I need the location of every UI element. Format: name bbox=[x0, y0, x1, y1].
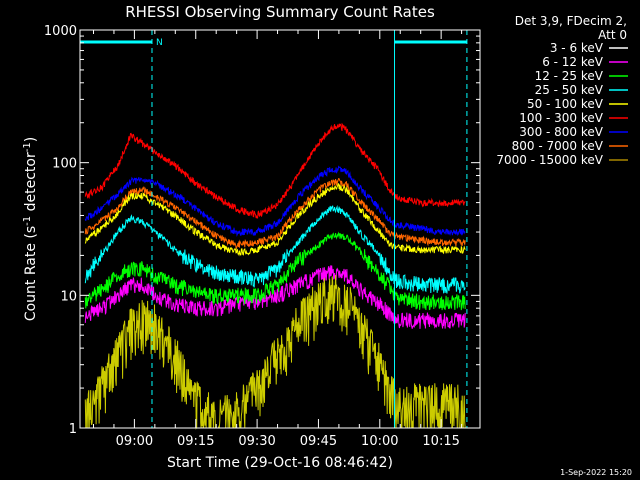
legend-entry: 6 - 12 keV bbox=[542, 55, 628, 69]
series-line-50-100-kev bbox=[84, 122, 466, 219]
legend-header-line-1: Det 3,9, FDecim 2, bbox=[515, 14, 627, 28]
legend-label: 300 - 800 keV bbox=[519, 125, 603, 139]
x-tick-label: 09:15 bbox=[177, 434, 214, 449]
legend-label: 6 - 12 keV bbox=[542, 55, 604, 69]
series-line-300-800-kev bbox=[84, 178, 466, 250]
plot-frame bbox=[79, 29, 481, 429]
series-line-100-300-kev bbox=[84, 165, 466, 238]
x-axis-label: Start Time (29-Oct-16 08:46:42) bbox=[167, 455, 393, 471]
series-line-6-12-kev bbox=[84, 265, 466, 329]
y-tick-label: 1 bbox=[69, 422, 77, 437]
series-25-50-kev bbox=[84, 204, 466, 294]
series-12-25-kev bbox=[84, 231, 466, 311]
series-line-12-25-kev bbox=[84, 231, 466, 311]
series-100-300-kev bbox=[84, 165, 466, 238]
x-tick-label: 10:15 bbox=[422, 434, 459, 449]
legend-entry: 12 - 25 keV bbox=[535, 69, 628, 83]
x-tick-label: 09:45 bbox=[300, 434, 337, 449]
chart-title: RHESSI Observing Summary Count Rates bbox=[125, 3, 435, 21]
legend-entry: 7000 - 15000 keV bbox=[496, 153, 628, 167]
legend-label: 12 - 25 keV bbox=[535, 69, 604, 83]
legend-label: 100 - 300 keV bbox=[519, 111, 603, 125]
legend-label: 25 - 50 keV bbox=[535, 83, 604, 97]
x-tick-label: 09:00 bbox=[116, 434, 153, 449]
y-axis-label: Count Rate (s-1 detector-1) bbox=[22, 137, 39, 321]
legend-entry: 300 - 800 keV bbox=[519, 125, 628, 139]
x-tick-label: 09:30 bbox=[238, 434, 275, 449]
legend-entry: 800 - 7000 keV bbox=[512, 139, 628, 153]
series-line-25-50-kev bbox=[84, 204, 466, 294]
legend-header-line-2: Att 0 bbox=[598, 28, 627, 42]
legend-label: 7000 - 15000 keV bbox=[496, 153, 603, 167]
legend-label: 800 - 7000 keV bbox=[512, 139, 604, 153]
series-6-12-kev bbox=[84, 265, 466, 329]
y-tick-label: 10 bbox=[60, 289, 77, 304]
series-50-100-kev bbox=[84, 122, 466, 219]
y-tick-label: 1000 bbox=[44, 24, 77, 39]
legend-entry: 50 - 100 keV bbox=[527, 97, 628, 111]
night-label: N bbox=[156, 38, 163, 48]
legend-label: 50 - 100 keV bbox=[527, 97, 604, 111]
legend-label: 3 - 6 keV bbox=[550, 41, 604, 55]
legend-entry: 3 - 6 keV bbox=[550, 41, 628, 55]
x-tick-label: 10:00 bbox=[361, 434, 398, 449]
series-800-7000-kev bbox=[84, 183, 466, 257]
axis-layer: 09:00 09:15 09:30 09:45 10:00 10:15 1 10 100 1000 bbox=[44, 24, 480, 449]
series-line-800-7000-kev bbox=[84, 183, 466, 257]
legend-entry: 25 - 50 keV bbox=[535, 83, 628, 97]
legend-entry: 100 - 300 keV bbox=[519, 111, 628, 125]
y-tick-label: 100 bbox=[52, 157, 77, 172]
series-300-800-kev bbox=[84, 178, 466, 250]
footer-timestamp: 1-Sep-2022 15:20 bbox=[560, 468, 632, 477]
